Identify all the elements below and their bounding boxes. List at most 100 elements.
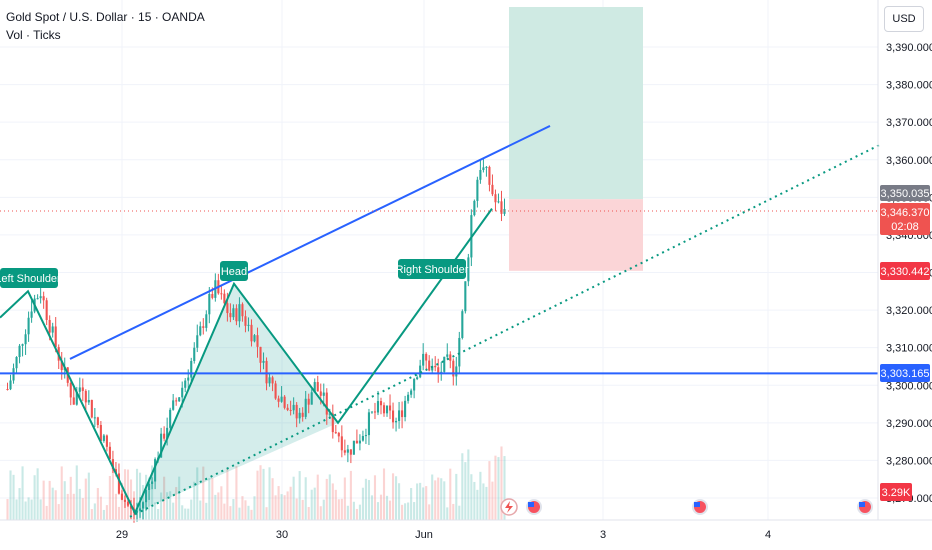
volume-bar	[96, 488, 99, 520]
currency-selector[interactable]: USD	[884, 6, 924, 32]
left-shoulder-label[interactable]: Left Shoulder	[0, 268, 61, 288]
rising-trendline[interactable]	[69, 125, 551, 360]
candle-body	[21, 344, 24, 346]
candle-body	[138, 508, 142, 511]
volume-bar	[473, 481, 476, 520]
volume-bar	[500, 446, 503, 520]
candle-body	[479, 169, 482, 180]
volume-bar	[313, 487, 316, 520]
candle-body	[304, 398, 307, 417]
volume-bar	[334, 489, 337, 520]
volume-bar	[202, 466, 205, 520]
volume-bar	[391, 473, 395, 520]
candle-body	[120, 493, 124, 500]
volume-bar	[69, 476, 72, 520]
price-tick-label: 3,390.000	[886, 42, 932, 54]
candle-body	[298, 412, 301, 419]
volume-bar	[398, 483, 401, 520]
candle-body	[111, 459, 114, 470]
stop-loss-zone[interactable]	[509, 199, 643, 271]
candle-body	[108, 446, 111, 460]
volume-bar	[66, 493, 69, 520]
volume-bar	[431, 474, 434, 520]
dotted-trendline[interactable]	[129, 143, 881, 518]
candle-body	[413, 379, 416, 391]
candle-body	[476, 179, 479, 201]
candle-body	[398, 410, 401, 421]
candle-body	[256, 335, 259, 347]
volume-bar	[443, 481, 446, 520]
candle-body	[262, 360, 265, 363]
candle-body	[428, 360, 431, 371]
candle-body	[48, 319, 51, 333]
candle-body	[295, 404, 298, 419]
candle-body	[123, 499, 127, 502]
us-flag-icon[interactable]	[526, 499, 542, 515]
candle-body	[292, 404, 295, 411]
candle-body	[42, 296, 45, 301]
candle-body	[175, 400, 178, 402]
candle-body	[485, 166, 488, 168]
flash-icon[interactable]	[500, 498, 518, 516]
candle-body	[69, 382, 72, 398]
volume-bar	[244, 500, 247, 520]
volume-badge: 3.29K	[880, 483, 912, 501]
volume-bar	[355, 508, 358, 520]
svg-text:Right Shoulder: Right Shoulder	[396, 264, 469, 276]
candle-body	[331, 413, 334, 433]
candle-body	[135, 510, 139, 513]
volume-bar	[15, 499, 18, 520]
candle-body	[181, 387, 184, 398]
right-shoulder-label[interactable]: Right Shoulder	[396, 259, 469, 279]
candle-body	[322, 392, 325, 396]
candle-body	[313, 382, 316, 393]
volume-bar	[157, 509, 160, 520]
us-flag-icon[interactable]	[692, 499, 708, 515]
us-flag-icon[interactable]	[857, 499, 873, 515]
candle-body	[352, 440, 355, 455]
price-tick-label: 3,370.000	[886, 117, 932, 129]
candle-body	[232, 308, 235, 318]
volume-bar	[253, 496, 256, 520]
volume-bar	[497, 457, 500, 520]
volume-bar	[349, 470, 352, 520]
volume-bar	[298, 471, 301, 520]
svg-text:3.29K: 3.29K	[882, 487, 911, 499]
volume-bar	[467, 449, 470, 520]
volume-bar	[18, 488, 21, 520]
volume-histogram	[6, 446, 506, 520]
volume-bar	[166, 492, 169, 520]
volume-bar	[434, 480, 437, 520]
profit-target-zone[interactable]	[509, 7, 643, 200]
candle-body	[166, 427, 169, 439]
candle-body	[452, 360, 455, 377]
volume-bar	[410, 488, 413, 520]
candle-body	[193, 347, 196, 361]
svg-text:Left Shoulder: Left Shoulder	[0, 273, 61, 285]
volume-bar	[247, 505, 250, 520]
volume-bar	[105, 505, 108, 520]
volume-bar	[129, 479, 133, 520]
candle-body	[358, 440, 361, 444]
volume-bar	[476, 489, 479, 520]
support-price-badge: 3,303.165	[880, 364, 930, 382]
volume-bar	[175, 487, 178, 520]
candle-body	[280, 396, 283, 402]
head-and-shoulders-pattern[interactable]	[0, 208, 493, 516]
candle-body	[289, 409, 292, 411]
svg-text:3,303.165: 3,303.165	[881, 368, 930, 380]
volume-bar	[57, 504, 60, 520]
candle-body	[235, 308, 238, 322]
volume-bar	[214, 494, 217, 520]
volume-bar	[193, 481, 196, 520]
volume-bar	[238, 507, 241, 520]
volume-bar	[449, 468, 452, 520]
svg-text:Head: Head	[221, 266, 247, 278]
candle-body	[271, 377, 274, 384]
candle-body	[199, 326, 202, 336]
candle-body	[9, 380, 12, 390]
candle-body	[337, 432, 340, 437]
candle-body	[93, 417, 96, 419]
head-label[interactable]: Head	[220, 261, 248, 281]
